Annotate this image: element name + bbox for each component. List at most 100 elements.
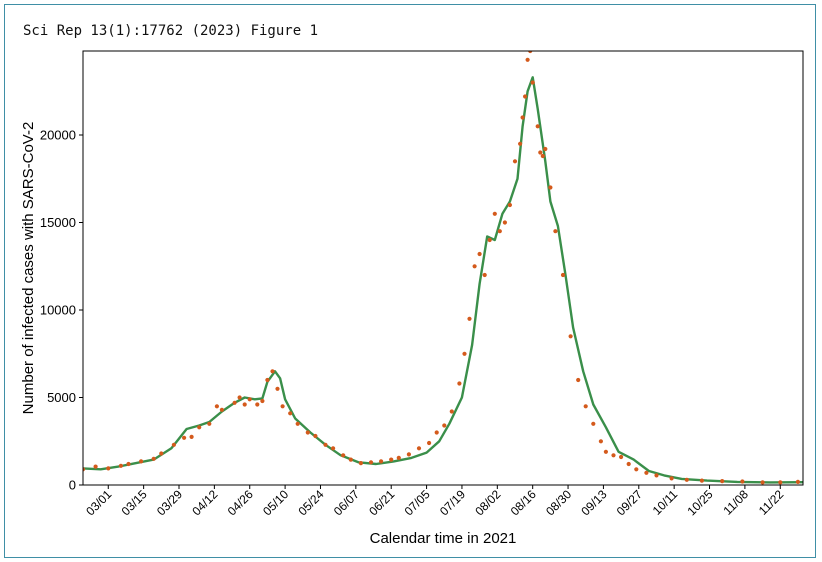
observed-point bbox=[530, 80, 535, 85]
observed-point bbox=[462, 351, 467, 356]
observed-point bbox=[270, 369, 275, 374]
observed-point bbox=[528, 51, 533, 54]
observed-point bbox=[219, 407, 224, 412]
x-tick-label: 08/02 bbox=[472, 487, 503, 518]
observed-point bbox=[619, 454, 624, 460]
observed-point bbox=[242, 402, 247, 407]
observed-point bbox=[323, 442, 328, 447]
x-tick-label: 09/13 bbox=[578, 487, 609, 518]
observed-point bbox=[389, 457, 394, 462]
fitted-line bbox=[83, 76, 803, 484]
observed-point bbox=[275, 386, 280, 391]
observed-point bbox=[525, 57, 530, 62]
observed-point bbox=[358, 461, 363, 466]
x-tick-label: 06/21 bbox=[366, 487, 397, 518]
observed-point bbox=[598, 439, 604, 444]
observed-point bbox=[368, 460, 374, 465]
observed-point bbox=[280, 404, 285, 409]
observed-point bbox=[560, 272, 566, 278]
observed-point bbox=[427, 440, 432, 446]
observed-point bbox=[576, 377, 581, 383]
x-tick-label: 06/07 bbox=[331, 487, 362, 518]
observed-point bbox=[699, 478, 705, 483]
observed-point bbox=[151, 456, 156, 461]
observed-point bbox=[182, 435, 187, 440]
x-tick-label: 04/26 bbox=[225, 487, 256, 518]
observed-point bbox=[472, 264, 477, 269]
y-axis-title: Number of infected cases with SARS-CoV-2 bbox=[20, 122, 37, 415]
figure-caption: Sci Rep 13(1):17762 (2023) Figure 1 bbox=[23, 23, 319, 39]
observed-point bbox=[669, 476, 674, 481]
observed-point bbox=[457, 381, 462, 386]
observed-point bbox=[139, 459, 144, 464]
observed-point bbox=[482, 272, 487, 278]
observed-point bbox=[502, 220, 507, 225]
observed-point bbox=[507, 202, 512, 208]
observed-point bbox=[778, 480, 783, 485]
observed-point bbox=[214, 404, 219, 409]
x-axis-title: Calendar time in 2021 bbox=[370, 530, 517, 547]
observed-point bbox=[288, 411, 293, 416]
observed-point bbox=[487, 237, 492, 243]
plot-frame bbox=[82, 50, 804, 486]
observed-point bbox=[171, 442, 176, 447]
observed-point bbox=[467, 316, 472, 321]
observed-point bbox=[548, 185, 553, 190]
observed-point bbox=[416, 446, 422, 451]
observed-point bbox=[523, 94, 528, 99]
observed-point bbox=[232, 400, 237, 405]
x-axis: 03/01 03/15 03/29 04/12 04/26 05/10 05/24 06/07… bbox=[83, 485, 787, 518]
observed-point bbox=[305, 430, 310, 435]
figure-frame: Sci Rep 13(1):17762 (2023) Figure 1 bbox=[4, 4, 816, 558]
observed-point bbox=[553, 229, 558, 234]
x-tick-label: 10/25 bbox=[685, 487, 716, 518]
x-tick-label: 05/10 bbox=[260, 487, 291, 518]
observed-point bbox=[93, 464, 98, 469]
observed-point bbox=[331, 446, 336, 451]
observed-point bbox=[379, 459, 384, 464]
y-axis: 0 5000 10000 15000 20000 bbox=[40, 128, 83, 493]
observed-point bbox=[720, 479, 725, 484]
observed-point bbox=[611, 453, 616, 458]
observed-point bbox=[654, 473, 659, 478]
x-tick-label: 05/24 bbox=[295, 487, 326, 518]
observed-point bbox=[341, 453, 346, 458]
x-tick-label: 10/11 bbox=[650, 487, 681, 518]
observed-point bbox=[406, 452, 411, 457]
y-tick-label: 20000 bbox=[40, 128, 76, 143]
observed-point bbox=[591, 421, 596, 426]
observed-point bbox=[644, 470, 649, 475]
observed-point bbox=[83, 467, 86, 472]
x-tick-label: 08/30 bbox=[543, 487, 574, 518]
observed-point bbox=[540, 153, 545, 159]
observed-point bbox=[197, 425, 202, 430]
observed-point bbox=[583, 404, 588, 409]
y-tick-label: 10000 bbox=[40, 303, 76, 318]
observed-point bbox=[538, 150, 543, 155]
x-tick-label: 04/12 bbox=[189, 487, 220, 518]
observed-point bbox=[159, 451, 164, 456]
observed-point bbox=[492, 211, 497, 216]
observed-point bbox=[626, 461, 631, 467]
observed-point bbox=[535, 124, 540, 129]
x-tick-label: 11/08 bbox=[721, 487, 752, 518]
observed-point bbox=[568, 334, 573, 339]
observed-point bbox=[106, 466, 111, 471]
observed-point bbox=[449, 409, 454, 414]
observed-point bbox=[255, 402, 260, 407]
x-tick-label: 07/19 bbox=[437, 487, 468, 518]
observed-point bbox=[247, 397, 252, 402]
observed-point bbox=[189, 434, 194, 439]
x-tick-label: 08/16 bbox=[508, 487, 539, 518]
y-tick-label: 5000 bbox=[47, 390, 76, 405]
observed-point bbox=[313, 433, 318, 439]
observed-point bbox=[237, 395, 242, 400]
observed-point bbox=[348, 457, 353, 462]
observed-point bbox=[543, 146, 548, 152]
y-tick-label: 0 bbox=[69, 478, 76, 493]
observed-point bbox=[684, 477, 689, 482]
observed-point bbox=[295, 421, 300, 426]
x-tick-label: 03/15 bbox=[119, 487, 150, 518]
observed-point bbox=[442, 423, 447, 428]
